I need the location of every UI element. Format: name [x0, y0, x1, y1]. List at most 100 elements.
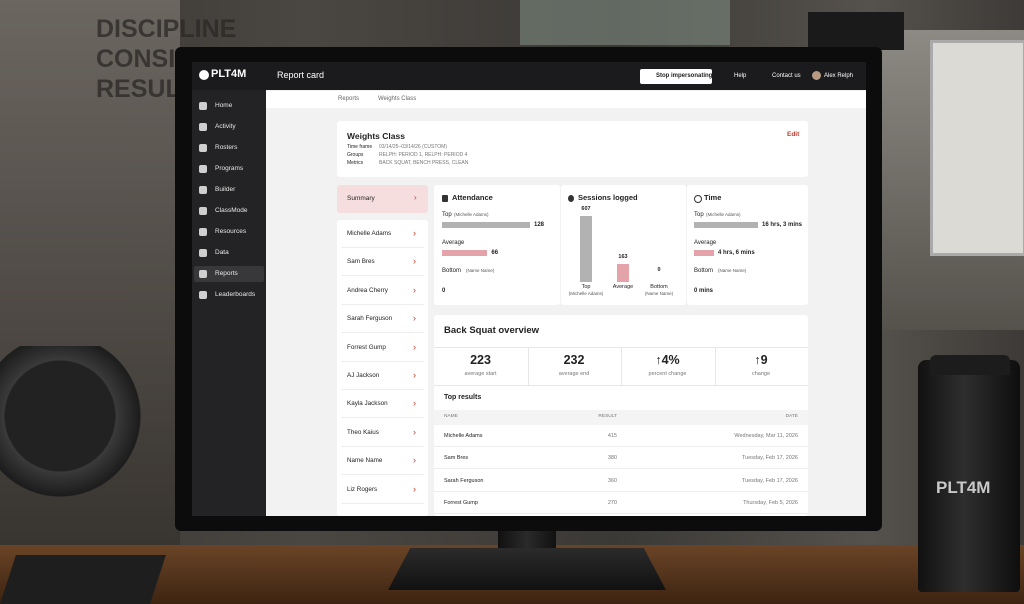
- header-card card: [337, 121, 808, 177]
- window: [520, 0, 730, 45]
- divider: [714, 348, 716, 385]
- session-bar: [617, 264, 629, 282]
- bar-label: Bottom: [650, 284, 668, 290]
- student-name[interactable]: Michelle Adams: [347, 230, 392, 237]
- sidebar-icon: [199, 165, 207, 173]
- student-name[interactable]: AJ Jackson: [347, 372, 380, 379]
- student-name[interactable]: Sarah Ferguson: [347, 315, 393, 323]
- sidebar-item[interactable]: Resources: [215, 228, 247, 235]
- col-header: DATE: [785, 414, 798, 419]
- sidebar-item[interactable]: ClassMode: [215, 207, 248, 214]
- divider: [341, 474, 424, 476]
- row-value: 0 mins: [694, 288, 714, 294]
- bottle-logo: PLT4M: [936, 478, 991, 497]
- chevron: ›: [413, 370, 416, 380]
- chevron: ›: [413, 455, 416, 466]
- chevron: ›: [413, 341, 416, 352]
- stat-label: average end: [558, 371, 590, 377]
- field-label: Metrics: [347, 160, 364, 166]
- stop-button[interactable]: [640, 69, 712, 84]
- student-name[interactable]: Kayla Jackson: [347, 400, 388, 408]
- cell-name: Sarah Ferguson: [444, 477, 484, 484]
- chevron: ›: [413, 313, 416, 324]
- sidebar-item[interactable]: Programs: [215, 165, 244, 172]
- sidebar-icon: [199, 291, 207, 299]
- student-name[interactable]: Forrest Gump: [347, 343, 386, 351]
- cell-date: Tuesday, Feb 17, 2026: [742, 477, 798, 484]
- row-label: Average: [694, 240, 717, 246]
- plates: [0, 346, 175, 506]
- bar-label: Average: [612, 284, 634, 290]
- student-list: [337, 220, 428, 516]
- field-value: BACK SQUAT, BENCH PRESS, CLEAN: [379, 160, 469, 166]
- row-value: 0: [442, 288, 446, 294]
- bar-who: (Michelle Adams): [568, 291, 604, 296]
- cell-date: Wednesday, Mar 11, 2026: [734, 433, 798, 439]
- cell-name: Michelle Adams: [444, 433, 483, 439]
- user-name[interactable]: Alex Relph: [824, 73, 854, 79]
- divider: [434, 512, 808, 514]
- row-value: 66: [491, 250, 499, 256]
- help[interactable]: Help: [734, 73, 747, 79]
- shaker-bottle: [918, 360, 1020, 592]
- edit[interactable]: Edit: [787, 131, 800, 138]
- time-bar: [694, 250, 714, 256]
- divider: [341, 247, 424, 248]
- sidebar-active: [194, 266, 264, 282]
- sidebar-item[interactable]: Home: [215, 102, 233, 109]
- stat-value: ↑9: [754, 353, 768, 367]
- chevron: ›: [413, 398, 416, 409]
- row-label: Top: [442, 212, 452, 218]
- sidebar-item[interactable]: Leaderboards: [215, 291, 256, 298]
- sidebar-item[interactable]: Reports: [215, 270, 238, 277]
- top-bar: [192, 62, 866, 90]
- sidebar-icon: [199, 249, 207, 257]
- sidebar-icon: [199, 270, 207, 278]
- shaker-lid: [930, 355, 1010, 375]
- monitor-base: [388, 548, 666, 590]
- row-label: Bottom: [694, 268, 714, 274]
- icon: [694, 195, 702, 203]
- summary-item[interactable]: [337, 185, 428, 213]
- sidebar-item[interactable]: Activity: [215, 123, 236, 130]
- stat-label: change: [751, 371, 771, 377]
- field-value: RELPH: PERIOD 1, RELPH: PERIOD 4: [379, 152, 468, 158]
- stat-label: percent change: [648, 371, 687, 377]
- sidebar-icon: [199, 123, 207, 131]
- cell-result: 415: [607, 433, 617, 439]
- cell-name: Forrest Gump: [444, 499, 478, 506]
- student-name[interactable]: Andrea Cherry: [347, 286, 388, 294]
- sidebar-icon: [199, 207, 207, 215]
- row-label: Top: [694, 212, 704, 218]
- chevron: ›: [413, 483, 416, 494]
- contact[interactable]: Contact us: [772, 73, 801, 79]
- breadcrumb[interactable]: Reports: [338, 96, 360, 102]
- row-value: 16 hrs, 3 mins: [762, 222, 803, 228]
- divider: [341, 445, 424, 447]
- summary[interactable]: Summary: [347, 195, 375, 202]
- student-name[interactable]: Sam Bres: [347, 258, 375, 266]
- sidebar-item[interactable]: Data: [215, 249, 229, 256]
- breadcrumb-bar: [266, 91, 866, 108]
- results-title: Top results: [444, 394, 482, 401]
- student-name[interactable]: Liz Rogers: [347, 485, 378, 493]
- sidebar-item[interactable]: Builder: [215, 186, 236, 193]
- bar-value: 607: [581, 206, 591, 212]
- row-who: (Name Name): [466, 267, 495, 273]
- stop-impersonating[interactable]: Stop impersonating: [656, 73, 713, 79]
- sidebar-item[interactable]: Rosters: [215, 144, 238, 151]
- avatar: [812, 71, 821, 80]
- divider: [341, 389, 424, 390]
- student-name[interactable]: Name Name: [347, 457, 383, 465]
- field-label: Time frame: [347, 144, 373, 150]
- stat-label: average start: [464, 371, 497, 377]
- clock: [808, 12, 904, 50]
- divider: [434, 385, 808, 386]
- field-label: Groups: [347, 152, 364, 158]
- stat-card: [434, 185, 560, 305]
- row-who: (Michelle Adams): [454, 211, 489, 217]
- student-name[interactable]: Theo Kaius: [347, 428, 379, 436]
- col-header: RESULT: [598, 414, 617, 419]
- chevron: ›: [413, 228, 416, 238]
- cell-name: Sam Bres: [444, 455, 469, 462]
